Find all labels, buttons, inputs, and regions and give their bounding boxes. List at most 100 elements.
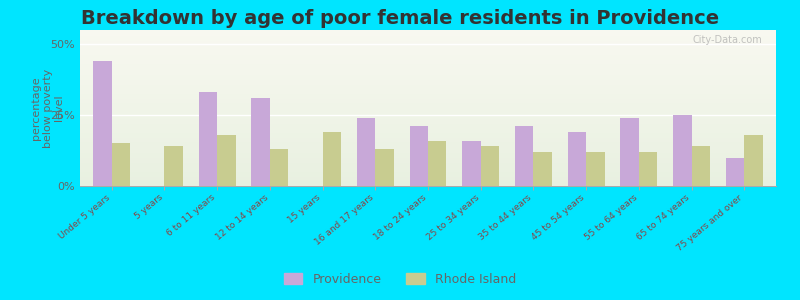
Bar [80,43,776,44]
Bar [80,166,776,167]
Bar [80,183,776,184]
Bar [80,44,776,46]
Bar [639,152,658,186]
Legend: Providence, Rhode Island: Providence, Rhode Island [278,268,522,291]
Text: Under 5 years: Under 5 years [57,193,112,241]
Bar [80,52,776,53]
Bar [80,100,776,102]
Bar [80,80,776,82]
Bar [80,36,776,38]
Bar [80,68,776,69]
Bar [80,56,776,58]
Text: 45 to 54 years: 45 to 54 years [530,193,586,242]
Bar [80,97,776,99]
Bar [80,173,776,175]
Bar [80,94,776,95]
Bar [80,47,776,49]
Bar [80,144,776,146]
Bar [80,146,776,147]
Bar [462,141,481,186]
Bar [80,50,776,52]
Bar [80,102,776,103]
Bar [80,72,776,74]
Bar [515,126,534,186]
Bar [80,150,776,152]
Bar [80,33,776,35]
Bar [80,32,776,33]
Bar [164,146,183,186]
Bar [80,110,776,111]
Bar [80,155,776,156]
Bar [80,61,776,63]
Bar [375,149,394,186]
Bar [534,152,552,186]
Bar [80,133,776,134]
Bar [80,99,776,100]
Bar [80,121,776,122]
Bar [80,70,776,72]
Bar [80,167,776,169]
Bar [80,95,776,97]
Bar [80,46,776,47]
Bar [80,175,776,177]
Bar [80,156,776,158]
Bar [322,132,341,186]
Bar [270,149,288,186]
Bar [80,125,776,127]
Bar [80,181,776,183]
Text: 6 to 11 years: 6 to 11 years [166,193,217,238]
Bar [80,55,776,56]
Bar [80,88,776,89]
Bar [80,35,776,36]
Bar [80,160,776,161]
Bar [80,82,776,83]
Bar [80,172,776,173]
Bar [80,38,776,39]
Bar [80,75,776,77]
Text: 5 years: 5 years [133,193,164,221]
Text: 16 and 17 years: 16 and 17 years [313,193,375,247]
Bar [80,169,776,170]
Bar [80,63,776,64]
Bar [80,130,776,131]
Bar [80,138,776,139]
Text: 12 to 14 years: 12 to 14 years [214,193,270,242]
Bar [80,136,776,138]
Bar [80,116,776,117]
Bar [80,127,776,128]
Bar [80,139,776,141]
Bar [80,92,776,94]
Bar [428,141,446,186]
Bar [80,64,776,66]
Bar [80,78,776,80]
Bar [692,146,710,186]
Text: 35 to 44 years: 35 to 44 years [478,193,534,242]
Bar [621,118,639,186]
Bar [80,103,776,105]
Bar [80,60,776,61]
Bar [80,178,776,180]
Text: 15 years: 15 years [286,193,322,225]
Bar [80,39,776,41]
Bar [80,83,776,85]
Text: 25 to 34 years: 25 to 34 years [425,193,481,242]
Bar [80,91,776,92]
Bar [251,98,270,186]
Y-axis label: percentage
below poverty
level: percentage below poverty level [31,68,64,148]
Bar [80,69,776,70]
Bar [80,158,776,160]
Bar [673,115,692,186]
Bar [80,122,776,124]
Bar [80,66,776,68]
Bar [80,58,776,60]
Bar [80,153,776,155]
Bar [80,105,776,106]
Bar [80,152,776,153]
Bar [80,119,776,121]
Text: City-Data.com: City-Data.com [692,35,762,45]
Bar [726,158,744,186]
Bar [80,184,776,186]
Bar [80,108,776,110]
Bar [80,53,776,55]
Bar [80,141,776,142]
